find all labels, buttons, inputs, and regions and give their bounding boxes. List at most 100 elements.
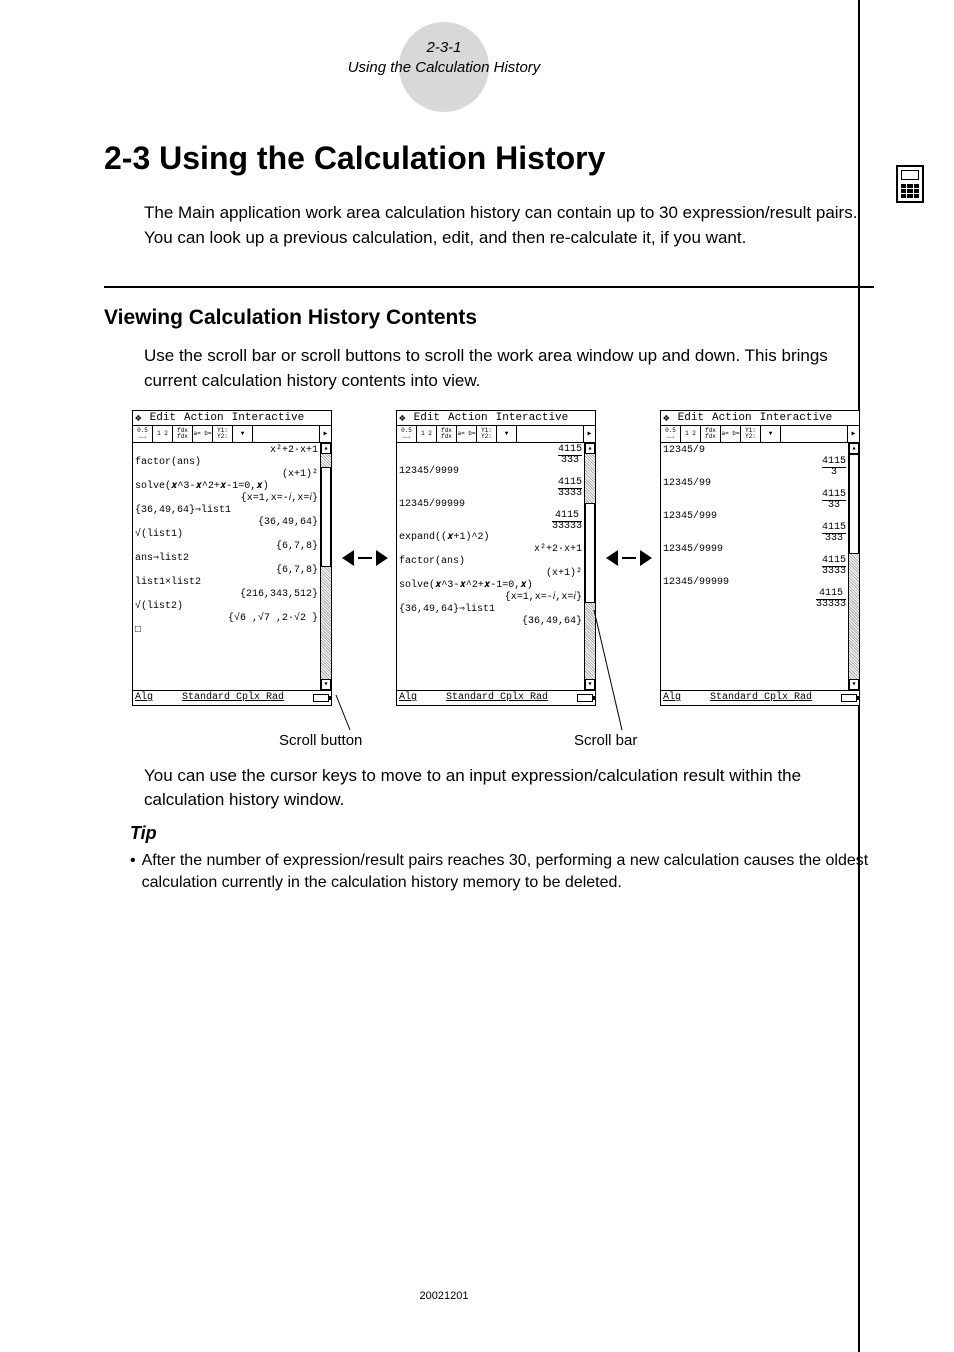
input-line[interactable]: 12345/99999 [399,499,582,511]
toolbar-button-1[interactable]: 1 2 [681,426,701,442]
result-line[interactable]: {36,49,64} [399,616,582,628]
scrollbar[interactable]: ▴▾ [584,443,595,690]
history-body[interactable]: 12345/94115312345/9941153312345/99941153… [661,443,848,690]
menubar: ❖ Edit Action Interactive [397,411,595,426]
toolbar-button-3[interactable]: a= b= [721,426,741,442]
menu-action[interactable]: Action [184,412,224,424]
input-line[interactable]: factor(ans) [399,556,582,568]
scroll-thumb[interactable] [585,503,595,603]
scroll-thumb[interactable] [321,467,331,567]
scrollbar[interactable]: ▴▾ [320,443,331,690]
input-line[interactable]: 12345/999 [663,511,846,523]
input-line[interactable]: solve(𝒙^3-𝒙^2+𝒙-1=0,𝒙) [135,481,318,493]
section-paragraph: Use the scroll bar or scroll buttons to … [144,344,864,393]
toolbar-button-0[interactable]: 0.5 ←→ [397,426,417,442]
input-line[interactable]: expand((𝒙+1)^2) [399,532,582,544]
menu-edit[interactable]: Edit [414,412,440,424]
toolbar-button-3[interactable]: a= b= [457,426,477,442]
toolbar-button-5[interactable]: ▼ [761,426,781,442]
result-line[interactable]: x²+2·x+1 [135,445,318,457]
result-line[interactable]: (x+1)² [399,568,582,580]
scroll-up-button[interactable]: ▴ [585,443,595,454]
toolbar-button-3[interactable]: a= b= [193,426,213,442]
toolbar-button-1[interactable]: 1 2 [153,426,173,442]
result-line[interactable]: 4115333 [399,445,582,466]
result-line[interactable]: 411533 [663,490,846,511]
toolbar: 0.5 ←→1 2fdx fdxa= b=Y1: Y2:▼ ▸ [397,426,595,443]
result-line[interactable]: {√6 ,√7 ,2·√2 } [135,613,318,625]
menu-edit[interactable]: Edit [150,412,176,424]
scroll-up-button[interactable]: ▴ [321,443,331,454]
scroll-down-button[interactable]: ▾ [321,679,331,690]
result-line[interactable]: {36,49,64} [135,517,318,529]
toolbar-button-0[interactable]: 0.5 ←→ [661,426,681,442]
toolbar-spacer [253,426,319,442]
footer-date: 20021201 [420,1290,469,1302]
input-line[interactable]: 12345/9 [663,445,846,457]
scroll-up-button[interactable]: ▴ [849,443,859,454]
bullet-dot: • [130,850,136,895]
result-line[interactable]: {216,343,512} [135,589,318,601]
result-line[interactable]: 411533333 [399,511,582,532]
toolbar-button-5[interactable]: ▼ [233,426,253,442]
toolbar-button-0[interactable]: 0.5 ←→ [133,426,153,442]
toolbar-button-4[interactable]: Y1: Y2: [741,426,761,442]
menu-action[interactable]: Action [712,412,752,424]
page-subtitle: Using the Calculation History [348,58,541,78]
history-body[interactable]: x²+2·x+1factor(ans)(x+1)²solve(𝒙^3-𝒙^2+𝒙… [133,443,320,690]
input-line[interactable]: 12345/9999 [399,466,582,478]
post-paragraph: You can use the cursor keys to move to a… [144,764,864,813]
app-menu-icon[interactable]: ❖ [399,411,406,425]
menu-edit[interactable]: Edit [678,412,704,424]
scroll-thumb[interactable] [849,454,859,554]
toolbar-button-4[interactable]: Y1: Y2: [213,426,233,442]
result-line[interactable]: 4115333 [663,523,846,544]
input-line[interactable]: {36,49,64}⇒list1 [135,505,318,517]
toolbar-button-2[interactable]: fdx fdx [437,426,457,442]
input-line[interactable]: √(list2) [135,601,318,613]
input-line[interactable]: ans⇒list2 [135,553,318,565]
toolbar-expand-icon[interactable]: ▸ [319,426,331,442]
result-line[interactable]: x²+2·x+1 [399,544,582,556]
result-line[interactable]: {x=1,x=-𝑖,x=𝑖} [135,493,318,505]
result-line[interactable]: {6,7,8} [135,565,318,577]
app-menu-icon[interactable]: ❖ [135,411,142,425]
input-line[interactable]: 12345/99 [663,478,846,490]
scroll-down-button[interactable]: ▾ [585,679,595,690]
toolbar-button-4[interactable]: Y1: Y2: [477,426,497,442]
result-line[interactable]: {x=1,x=-𝑖,x=𝑖} [399,592,582,604]
scrollbar[interactable]: ▴▾ [848,443,859,690]
figures-row: ❖EditActionInteractive0.5 ←→1 2fdx fdxa=… [104,410,874,760]
history-body[interactable]: 411533312345/99994115333312345/999994115… [397,443,584,690]
battery-icon [577,694,593,702]
toolbar-button-2[interactable]: fdx fdx [173,426,193,442]
input-line[interactable]: factor(ans) [135,457,318,469]
result-line[interactable]: 411533333 [663,589,846,610]
page-header: 2-3-1 Using the Calculation History [348,38,541,79]
toolbar-button-1[interactable]: 1 2 [417,426,437,442]
result-line[interactable]: {6,7,8} [135,541,318,553]
toolbar-expand-icon[interactable]: ▸ [583,426,595,442]
toolbar-button-5[interactable]: ▼ [497,426,517,442]
input-line[interactable]: solve(𝒙^3-𝒙^2+𝒙-1=0,𝒙) [399,580,582,592]
result-line[interactable]: 41153 [663,457,846,478]
menu-action[interactable]: Action [448,412,488,424]
menu-interactive[interactable]: Interactive [232,412,305,424]
app-menu-icon[interactable]: ❖ [663,411,670,425]
menu-interactive[interactable]: Interactive [760,412,833,424]
input-line[interactable]: √(list1) [135,529,318,541]
menu-interactive[interactable]: Interactive [496,412,569,424]
input-line[interactable]: list1×list2 [135,577,318,589]
result-line[interactable]: (x+1)² [135,469,318,481]
work-area: 411533312345/99994115333312345/999994115… [397,443,595,690]
result-line[interactable]: 41153333 [399,478,582,499]
scroll-down-button[interactable]: ▾ [849,679,859,690]
toolbar-expand-icon[interactable]: ▸ [847,426,859,442]
input-line[interactable]: 12345/99999 [663,577,846,589]
work-area: x²+2·x+1factor(ans)(x+1)²solve(𝒙^3-𝒙^2+𝒙… [133,443,331,690]
input-line[interactable]: □ [135,625,318,637]
input-line[interactable]: 12345/9999 [663,544,846,556]
input-line[interactable]: {36,49,64}⇒list1 [399,604,582,616]
result-line[interactable]: 41153333 [663,556,846,577]
toolbar-button-2[interactable]: fdx fdx [701,426,721,442]
